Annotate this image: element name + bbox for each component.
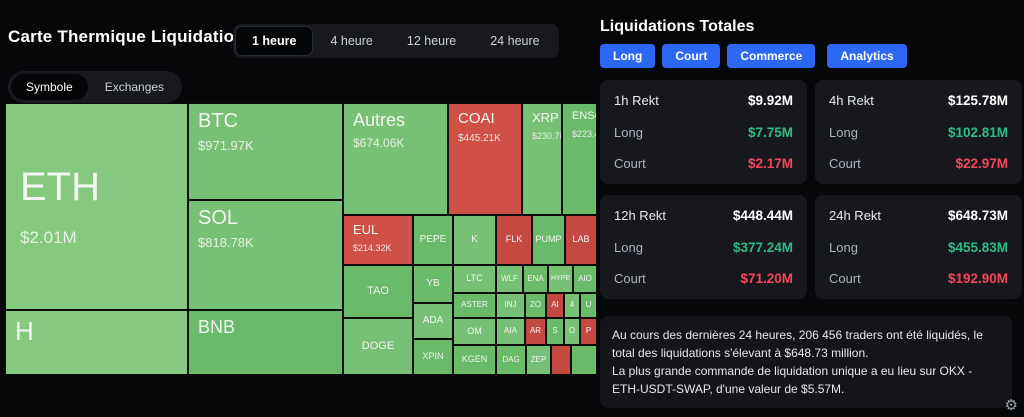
treemap-tile-inj[interactable]: INJ (496, 293, 525, 318)
treemap-tile-pepe[interactable]: PEPE (413, 215, 453, 265)
tab-1-heure[interactable]: 1 heure (236, 27, 313, 55)
tab-court[interactable]: Court (662, 44, 721, 68)
treemap-tile-zo[interactable]: ZO (525, 293, 546, 318)
tab-long[interactable]: Long (600, 44, 656, 68)
treemap-tile-k[interactable]: K (453, 215, 496, 265)
treemap-tile-autres[interactable]: Autres $674.06K (343, 103, 448, 215)
treemap-tile-ar[interactable]: AR (525, 318, 546, 345)
treemap-tile-zep[interactable]: ZEP (526, 345, 551, 375)
view-toggle: Symbole Exchanges (8, 71, 183, 103)
treemap-tile-eth[interactable]: ETH $2.01M (5, 103, 188, 310)
treemap-tile-xpin[interactable]: XPIN (413, 339, 453, 375)
treemap-tile-bnb[interactable]: BNB (188, 310, 343, 375)
long-value: $455.83M (947, 239, 1008, 255)
short-value: $192.90M (947, 271, 1008, 286)
summary-line-2: La plus grande commande de liquidation u… (612, 364, 973, 396)
treemap-tile-4[interactable]: 4 (564, 293, 580, 318)
treemap-tile-aster[interactable]: ASTER (453, 293, 496, 318)
liquidation-heatmap: ETH $2.01M H BTC $971.97K SOL $818.78K BNB … (5, 103, 597, 375)
tab-12-heure[interactable]: 12 heure (406, 34, 457, 48)
treemap-tile-dag[interactable]: DAG (496, 345, 526, 375)
treemap-tile-tao[interactable]: TAO (343, 265, 413, 318)
treemap-tile-aia[interactable]: AIA (496, 318, 525, 345)
short-value: $71.20M (740, 271, 793, 286)
treemap-tile-btc[interactable]: BTC $971.97K (188, 103, 343, 200)
treemap-tile-xrp[interactable]: XRP$230.7K (522, 103, 562, 215)
settings-gear-icon[interactable]: ⚙ (1004, 397, 1018, 414)
treemap-tile-ltc[interactable]: LTC (453, 265, 496, 293)
short-value: $22.97M (955, 156, 1008, 171)
treemap-tile-flk[interactable]: FLK (496, 215, 532, 265)
period-label: 4h Rekt (829, 93, 874, 108)
period-label: 12h Rekt (614, 208, 667, 223)
treemap-tile-coai[interactable]: COAI $445.21K (448, 103, 522, 215)
treemap-tile-ai[interactable]: AI (546, 293, 564, 318)
card-12h-rekt: 12h Rekt $448.44M Long $377.24M Court $71.2… (600, 195, 807, 299)
totals-panel: Liquidations Totales Long Court Commerce… (600, 0, 1024, 417)
long-value: $377.24M (732, 239, 793, 255)
treemap-tile-hype[interactable]: HYPE (548, 265, 573, 293)
treemap-tile-om[interactable]: OM (453, 318, 496, 345)
treemap-tile-wlf[interactable]: WLF (496, 265, 523, 293)
long-value: $102.81M (947, 124, 1008, 140)
treemap-tile-enso[interactable]: ENSO$223.4K (562, 103, 597, 215)
total-value: $648.73M (947, 208, 1008, 223)
period-label: 1h Rekt (614, 93, 659, 108)
treemap-tile-doge[interactable]: DOGE (343, 318, 413, 375)
treemap-tile-h[interactable]: H (5, 310, 188, 375)
long-label: Long (829, 239, 858, 255)
long-label: Long (614, 239, 643, 255)
treemap-tile-ada[interactable]: ADA (413, 303, 453, 339)
treemap-tile-u[interactable]: U (580, 293, 597, 318)
total-value: $125.78M (947, 93, 1008, 108)
short-label: Court (829, 156, 861, 171)
period-label: 24h Rekt (829, 208, 882, 223)
short-value: $2.17M (747, 156, 793, 171)
tab-24-heure[interactable]: 24 heure (490, 34, 540, 48)
card-4h-rekt: 4h Rekt $125.78M Long $102.81M Court $22.97… (815, 80, 1022, 184)
total-value: $448.44M (732, 208, 793, 223)
tab-analytics[interactable]: Analytics (827, 44, 907, 68)
treemap-tile-lab[interactable]: LAB (565, 215, 597, 265)
treemap-tile-eul[interactable]: EUL $214.32K (343, 215, 413, 265)
long-label: Long (829, 124, 858, 140)
treemap-tile-kgen[interactable]: KGEN (453, 345, 496, 375)
treemap-tile-aio[interactable]: AIO (573, 265, 597, 293)
toggle-symbole[interactable]: Symbole (11, 74, 88, 100)
time-range-tabs: 1 heure 4 heure 12 heure 24 heure (233, 24, 559, 58)
totals-title: Liquidations Totales (600, 18, 755, 35)
treemap-tile-ena[interactable]: ENA (523, 265, 548, 293)
toggle-exchanges[interactable]: Exchanges (104, 80, 165, 94)
treemap-tile-s[interactable]: S (546, 318, 564, 345)
card-24h-rekt: 24h Rekt $648.73M Long $455.83M Court $192.… (815, 195, 1022, 299)
tab-4-heure[interactable]: 4 heure (330, 34, 373, 48)
treemap-tile-p[interactable]: P (580, 318, 597, 345)
treemap-tile-pump[interactable]: PUMP (532, 215, 565, 265)
tab-commerce[interactable]: Commerce (727, 44, 816, 68)
treemap-tile-yb[interactable]: YB (413, 265, 453, 303)
short-label: Court (614, 271, 646, 286)
long-label: Long (614, 124, 643, 140)
liquidation-summary: Au cours des dernières 24 heures, 206 45… (600, 316, 1012, 408)
rekt-cards: 1h Rekt $9.92M Long $7.75M Court $2.17M 4h … (600, 80, 1022, 299)
treemap-tile-small-1[interactable] (551, 345, 571, 375)
long-value: $7.75M (747, 124, 793, 140)
treemap-tile-o[interactable]: O (564, 318, 580, 345)
short-label: Court (829, 271, 861, 286)
total-value: $9.92M (747, 93, 793, 108)
card-1h-rekt: 1h Rekt $9.92M Long $7.75M Court $2.17M (600, 80, 807, 184)
totals-tabs: Long Court Commerce Analytics (600, 44, 907, 68)
treemap-tile-small-2[interactable] (571, 345, 597, 375)
treemap-tile-sol[interactable]: SOL $818.78K (188, 200, 343, 310)
page-title: Carte Thermique Liquidations (8, 27, 255, 46)
short-label: Court (614, 156, 646, 171)
summary-line-1: Au cours des dernières 24 heures, 206 45… (612, 328, 983, 360)
